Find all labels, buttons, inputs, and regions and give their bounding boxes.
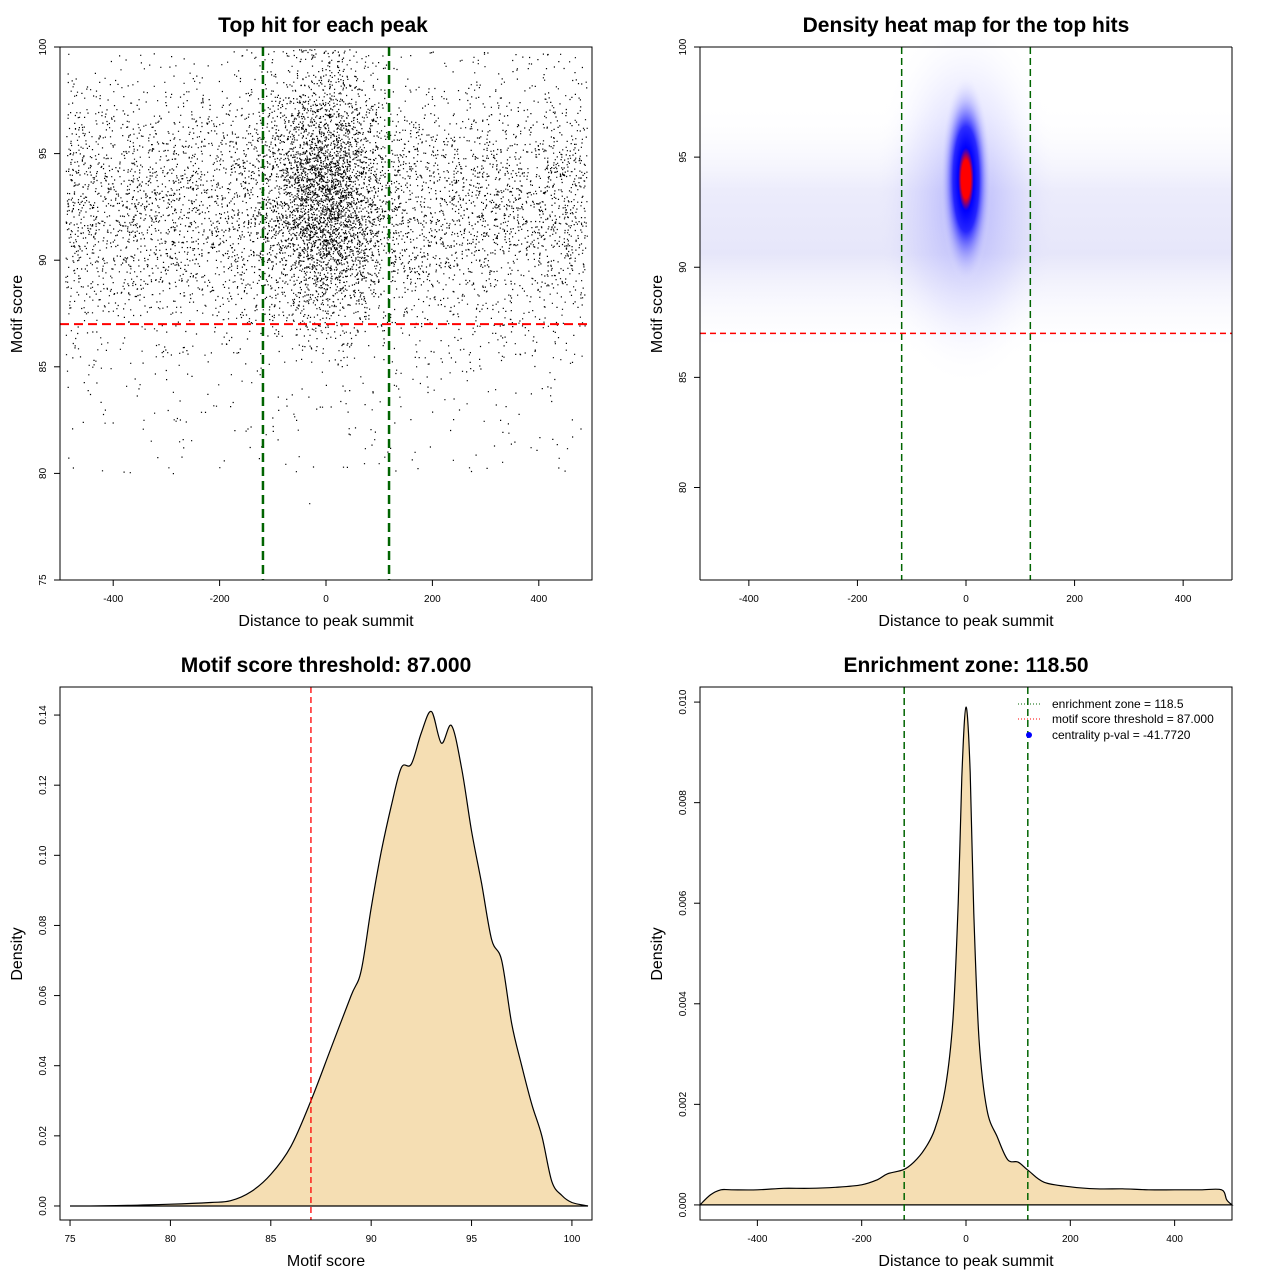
score-density-panel: Motif score threshold: 87.000 Motif scor… [0, 640, 640, 1280]
density-curve [698, 706, 1234, 1206]
y-tick-label: 0.04 [38, 1056, 49, 1076]
chart-title: Top hit for each peak [218, 14, 428, 37]
y-tick-label: 0.00 [38, 1196, 49, 1216]
enrichment-density-chart: Enrichment zone: 118.50 Distance to peak… [649, 654, 1234, 1270]
scatter-panel: Top hit for each peak Distance to peak s… [0, 0, 640, 640]
density-curve [69, 710, 589, 1207]
x-tick-label: 200 [1066, 594, 1083, 605]
x-tick-label: 400 [1166, 1234, 1183, 1245]
x-tick-label: -400 [739, 594, 759, 605]
score-density-chart: Motif score threshold: 87.000 Motif scor… [9, 654, 593, 1270]
x-tick-label: -200 [852, 1234, 872, 1245]
x-tick-label: -200 [210, 594, 230, 605]
y-tick-label: 0.10 [38, 845, 49, 865]
y-axis-label: Motif score [9, 275, 26, 353]
y-tick-label: 0.12 [38, 775, 49, 795]
x-tick-label: 200 [424, 594, 441, 605]
chart-title: Enrichment zone: 118.50 [843, 654, 1088, 677]
x-tick-label: 90 [366, 1234, 378, 1245]
plot-area: -400 -200 0 200 400 0.000 0.002 0.004 0.006 0.008… [678, 686, 1234, 1245]
x-axis-label: Distance to peak summit [238, 613, 414, 630]
y-tick-label: 0.14 [38, 705, 49, 725]
y-tick-label: 0.08 [38, 915, 49, 935]
y-tick-label: 90 [678, 261, 689, 273]
x-axis-label: Motif score [287, 1253, 365, 1270]
x-tick-label: 0 [963, 1234, 969, 1245]
y-tick-label: 0.02 [38, 1126, 49, 1146]
y-tick-label: 0.002 [678, 1091, 689, 1116]
y-tick-label: 0.000 [678, 1192, 689, 1217]
x-tick-label: 200 [1062, 1234, 1079, 1245]
y-tick-label: 0.006 [678, 890, 689, 915]
plot-area: -400 -200 0 200 400 80 85 90 95 100 [678, 9, 1233, 605]
legend-pval-point [1026, 732, 1032, 738]
x-tick-label: 400 [1175, 594, 1192, 605]
legend-threshold-label: motif score threshold = 87.000 [1052, 712, 1214, 726]
x-tick-label: 100 [564, 1234, 581, 1245]
heatmap-chart: Density heat map for the top hits Distan… [649, 9, 1233, 630]
y-tick-label: 80 [38, 467, 49, 479]
legend-pval-label: centrality p-val = -41.7720 [1052, 728, 1191, 742]
y-tick-label: 80 [678, 481, 689, 493]
x-tick-label: -200 [847, 594, 867, 605]
y-tick-label: 0.004 [678, 991, 689, 1016]
legend-enrichment-label: enrichment zone = 118.5 [1052, 697, 1184, 711]
x-tick-label: 0 [963, 594, 969, 605]
y-tick-label: 0.008 [678, 790, 689, 815]
x-tick-label: 400 [530, 594, 547, 605]
y-tick-label: 85 [678, 371, 689, 383]
scatter-chart: Top hit for each peak Distance to peak s… [9, 14, 593, 630]
y-tick-label: 75 [38, 574, 49, 586]
y-tick-label: 95 [678, 151, 689, 163]
x-tick-label: 0 [323, 594, 329, 605]
y-tick-label: 90 [38, 254, 49, 266]
y-axis-label: Motif score [649, 275, 666, 353]
heatmap-density [700, 9, 1232, 390]
x-tick-label: 95 [466, 1234, 478, 1245]
density-core [940, 74, 992, 285]
plot-frame [59, 686, 593, 1221]
y-tick-label: 100 [38, 38, 49, 55]
y-axis-label: Density [9, 927, 26, 980]
scatter-points [65, 49, 588, 505]
x-tick-label: -400 [747, 1234, 767, 1245]
y-tick-label: 0.06 [38, 985, 49, 1005]
plot-frame [699, 686, 1233, 1221]
x-axis-label: Distance to peak summit [878, 613, 1054, 630]
y-tick-label: 0.010 [678, 689, 689, 714]
x-tick-label: -400 [103, 594, 123, 605]
y-axis-label: Density [649, 927, 666, 980]
plot-area: -400 -200 0 200 400 75 80 85 90 95 100 [38, 38, 593, 605]
x-tick-label: 75 [64, 1234, 76, 1245]
x-axis-label: Distance to peak summit [878, 1253, 1054, 1270]
legend: enrichment zone = 118.5 motif score thre… [1018, 697, 1214, 742]
heatmap-panel: Density heat map for the top hits Distan… [640, 0, 1280, 640]
y-tick-label: 95 [38, 148, 49, 160]
x-tick-label: 85 [265, 1234, 277, 1245]
data-points [65, 49, 588, 505]
chart-title: Motif score threshold: 87.000 [181, 654, 472, 677]
x-tick-label: 80 [165, 1234, 177, 1245]
plot-frame [59, 46, 593, 581]
y-tick-label: 100 [678, 38, 689, 55]
enrichment-density-panel: Enrichment zone: 118.50 Distance to peak… [640, 640, 1280, 1280]
plot-area: 75 80 85 90 95 100 0.00 0.02 0.04 0.06 0.08 0.10 0.1… [38, 686, 593, 1245]
y-tick-label: 85 [38, 361, 49, 373]
